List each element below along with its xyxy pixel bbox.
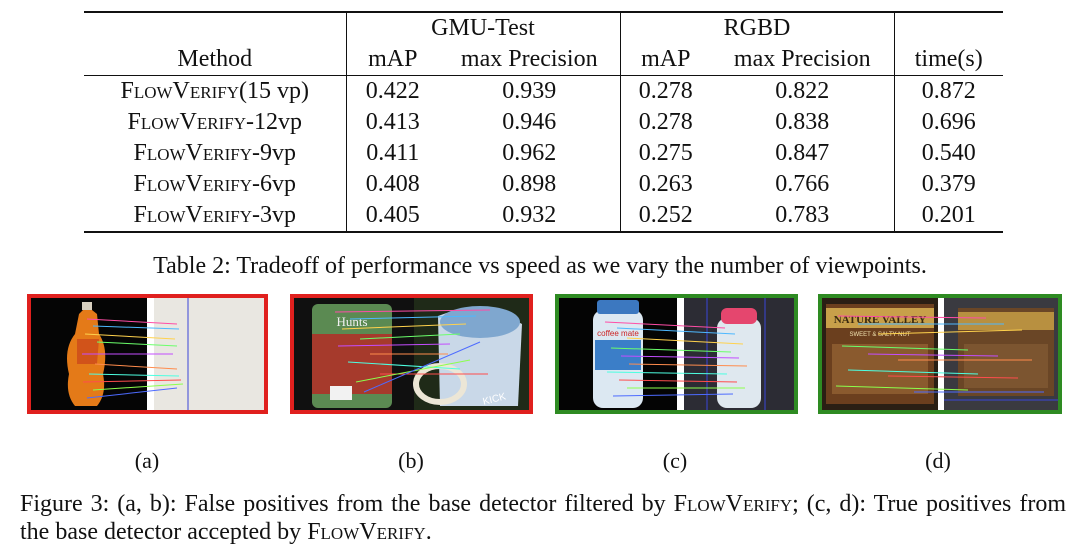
value-cell: 0.696: [893, 107, 1003, 138]
value-cell: 0.411: [345, 138, 439, 169]
method-name: FlowVerify: [120, 78, 240, 104]
method-name: FlowVerify: [127, 109, 246, 135]
col-header-gmu-maxprec: max Precision: [460, 46, 598, 72]
method-suffix: -3vp: [252, 202, 296, 228]
value-cell: 0.783: [711, 200, 894, 233]
panel-a-image: [27, 294, 268, 414]
col-header-gmu-map: mAP: [345, 44, 439, 76]
value-cell: 0.278: [619, 75, 711, 107]
box-sub-text: SWEET & SALTY NUT: [849, 332, 910, 338]
figure-caption-method2: FlowVerify: [307, 519, 426, 545]
panel-label-a: (a): [134, 448, 160, 473]
method-cell: FlowVerify-6vp: [84, 169, 346, 200]
panel-d: NATURE VALLEY SWEET & SALTY NUT: [818, 294, 1062, 414]
value-cell: 0.275: [619, 138, 711, 169]
value-cell: 0.962: [502, 140, 557, 166]
table-row: FlowVerify-6vp 0.408 0.898 0.263 0.766 0.379: [84, 169, 1003, 200]
panel-c-image: coffee mate: [555, 294, 798, 414]
table-row: FlowVerify-3vp 0.405 0.932 0.252 0.783 0.201: [84, 200, 1003, 233]
can-brand-text: Hunts: [336, 314, 367, 329]
value-cell: 0.278: [619, 107, 711, 138]
panel-b-image: Hunts KICK: [290, 294, 533, 414]
col-header-rgbd-maxprec: max Precision: [733, 46, 871, 72]
method-name: FlowVerify: [133, 202, 252, 228]
value-cell: 0.540: [893, 138, 1003, 169]
value-cell: 0.898: [502, 171, 557, 197]
figure-caption-method1: FlowVerify: [673, 491, 793, 517]
panel-a: [27, 294, 268, 414]
panel-label-d: (d): [925, 448, 951, 473]
method-suffix: -9vp: [252, 140, 296, 166]
panel-c: coffee mate: [555, 294, 798, 414]
value-cell: 0.201: [893, 200, 1003, 233]
value-cell: 0.263: [619, 169, 711, 200]
col-header-rgbd-map: mAP: [619, 44, 711, 76]
method-suffix: -6vp: [252, 171, 296, 197]
figure-caption-part1: Figure 3: (a, b): False positives from t…: [20, 491, 674, 517]
group-header-rgbd: RGBD: [723, 15, 791, 41]
figure-caption-part2: ; (c, d): True positives from the base d…: [20, 491, 1066, 545]
table-row: FlowVerify-12vp 0.413 0.946 0.278 0.838 0.696: [84, 107, 1003, 138]
value-cell: 0.946: [502, 109, 557, 135]
panel-label-c: (c): [662, 448, 688, 473]
col-header-time: time(s): [893, 44, 1003, 76]
method-suffix: (15 vp): [239, 78, 309, 104]
value-cell: 0.838: [775, 109, 830, 135]
panel-b: Hunts KICK: [290, 294, 533, 414]
value-cell: 0.379: [893, 169, 1003, 200]
table-caption: Table 2: Tradeoff of performance vs spee…: [153, 253, 927, 279]
value-cell: 0.872: [893, 75, 1003, 107]
panel-d-image: NATURE VALLEY SWEET & SALTY NUT: [818, 294, 1062, 414]
value-cell: 0.939: [439, 75, 620, 107]
table-row: FlowVerify(15 vp) 0.422 0.939 0.278 0.822 0.8…: [84, 75, 1003, 107]
group-header-row: GMU-Test RGBD: [84, 11, 1003, 44]
method-name: FlowVerify: [133, 171, 252, 197]
value-cell: 0.932: [439, 200, 620, 233]
value-cell: 0.847: [775, 140, 830, 166]
table-row: FlowVerify-9vp 0.411 0.962 0.275 0.847 0.540: [84, 138, 1003, 169]
table-body: FlowVerify(15 vp) 0.422 0.939 0.278 0.822 0.8…: [84, 75, 1003, 233]
value-cell: 0.822: [711, 75, 894, 107]
figure-caption-part3: .: [425, 519, 432, 545]
column-header-row: Method mAP max Precision mAP max Precisi…: [84, 44, 1003, 76]
panel-label-b: (b): [398, 448, 424, 473]
bottle-brand-text: coffee mate: [597, 329, 639, 338]
value-cell: 0.413: [345, 107, 439, 138]
method-cell: FlowVerify-9vp: [84, 138, 346, 169]
group-header-gmu: GMU-Test: [431, 15, 535, 41]
value-cell: 0.422: [345, 75, 439, 107]
results-table: GMU-Test RGBD Method mAP max Precision m…: [84, 11, 1003, 233]
method-suffix: -12vp: [246, 109, 302, 135]
method-cell: FlowVerify(15 vp): [84, 75, 346, 107]
value-cell: 0.252: [619, 200, 711, 233]
value-cell: 0.405: [345, 200, 439, 233]
method-name: FlowVerify: [133, 140, 252, 166]
col-header-method: Method: [177, 46, 253, 72]
figure-caption: Figure 3: (a, b): False positives from t…: [20, 490, 1066, 546]
value-cell: 0.408: [345, 169, 439, 200]
value-cell: 0.766: [775, 171, 830, 197]
method-cell: FlowVerify-12vp: [84, 107, 346, 138]
method-cell: FlowVerify-3vp: [84, 200, 346, 233]
